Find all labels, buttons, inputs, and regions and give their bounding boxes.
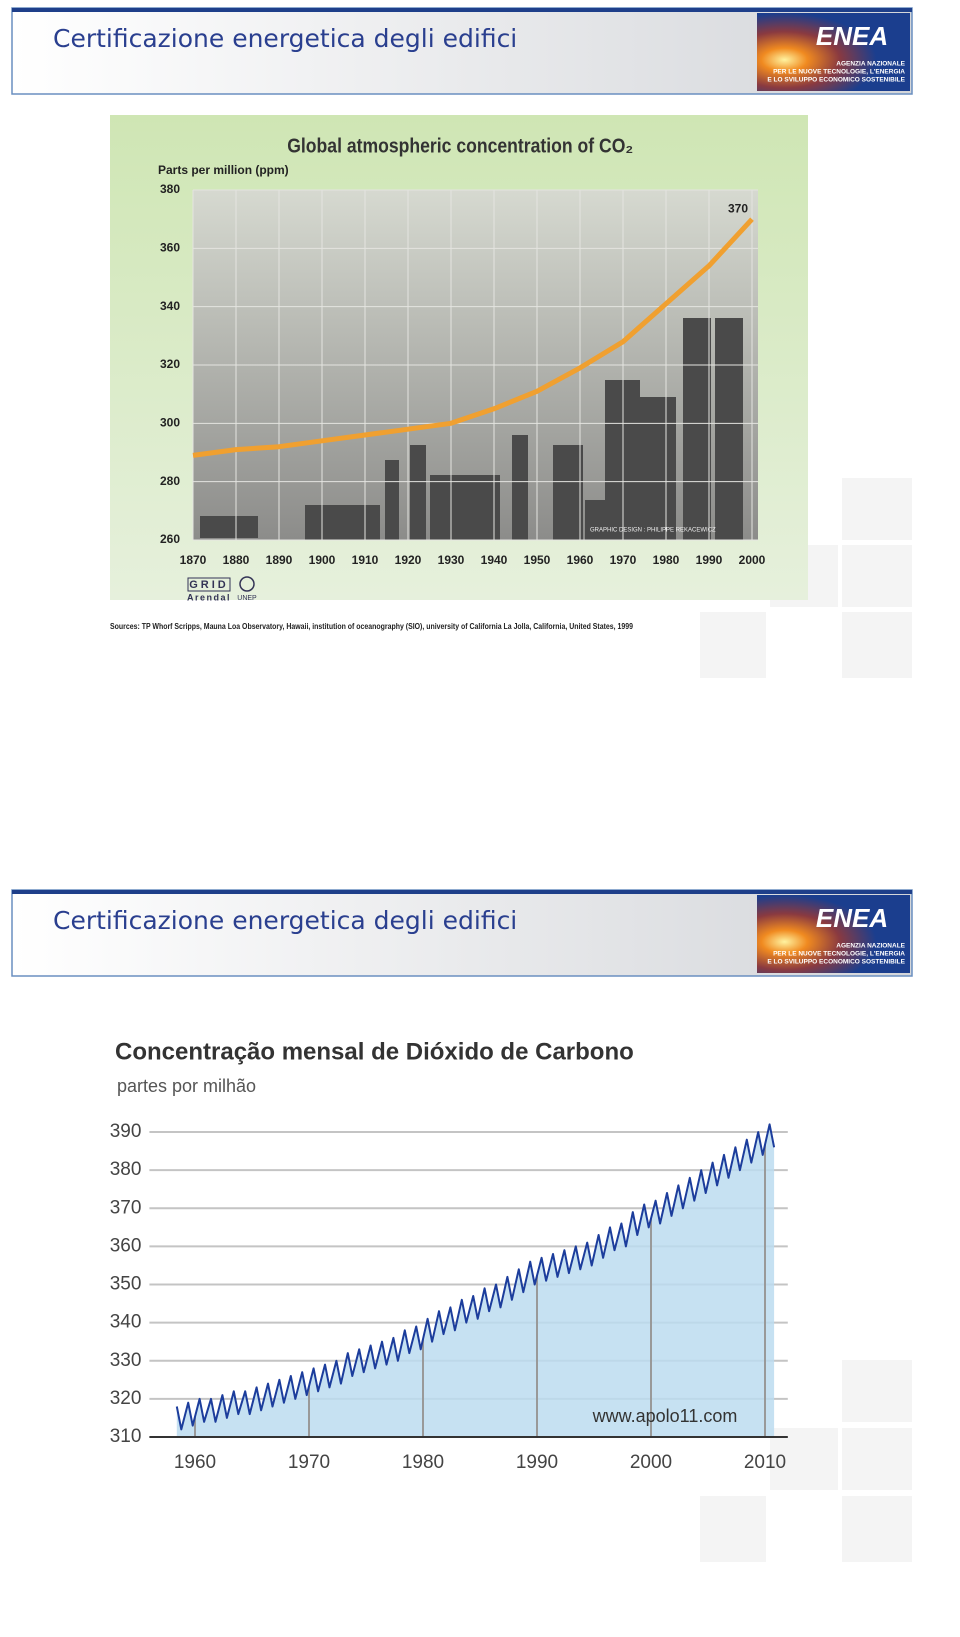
y-tick-label: 390	[110, 1121, 142, 1142]
decor-square	[842, 1428, 912, 1490]
x-tick-label: 1930	[438, 553, 465, 567]
y-tick-label: 300	[160, 416, 180, 430]
header-band	[12, 890, 912, 894]
x-tick-label: 1970	[610, 553, 637, 567]
logo-box	[187, 577, 231, 592]
line	[175, 1123, 776, 1431]
x-tick-label: 1910	[352, 553, 379, 567]
y-tick-label: 320	[110, 1388, 142, 1409]
y-tick-label: 360	[110, 1235, 142, 1256]
x-tick-label: 2000	[739, 553, 766, 567]
logo-name: ENEA	[816, 21, 888, 51]
decor-square	[842, 1360, 912, 1422]
building	[585, 500, 605, 540]
y-axis-label: Parts per million (ppm)	[158, 163, 289, 177]
annotation: www.apolo11.com	[592, 1406, 738, 1426]
decor-square	[842, 545, 912, 607]
logo-line: AGENZIA NAZIONALE	[836, 943, 905, 950]
decor-square	[770, 1428, 838, 1490]
y-axis-label: partes por milhão	[117, 1076, 256, 1096]
source-note: Sources: TP Whorf Scripps, Mauna Loa Obs…	[110, 622, 633, 631]
refinery	[430, 475, 500, 540]
x-tick-label: 1890	[266, 553, 293, 567]
decor-square	[842, 612, 912, 678]
building	[683, 318, 711, 540]
area	[176, 1124, 775, 1437]
chart-title: Global atmospheric concentration of CO₂	[287, 134, 633, 156]
credit: GRAPHIC DESIGN : PHILIPPE REKACEWICZ	[590, 528, 716, 534]
logo-text: GRID	[189, 579, 229, 591]
x-tick-label: 2010	[744, 1452, 786, 1473]
logo-line: E LO SVILUPPO ECONOMICO SOSTENIBILE	[767, 959, 905, 966]
chart: 260 280 300 320 340 360 380 1870 1880 1890 1900 191…	[110, 134, 766, 631]
decor-square	[842, 1496, 912, 1562]
y-tick-label: 360	[160, 241, 180, 255]
building	[715, 318, 743, 540]
city-illustration	[200, 318, 743, 540]
logo-text: Arendal	[187, 592, 231, 602]
x-tick-label: 1980	[653, 553, 680, 567]
y-tick-label: 260	[160, 532, 180, 546]
header-band	[12, 8, 912, 12]
y-tick-label: 280	[160, 474, 180, 488]
chimney	[410, 445, 426, 540]
y-tick-label: 370	[110, 1197, 142, 1218]
y-tick-label: 350	[110, 1274, 142, 1295]
y-tick-label: 320	[160, 357, 180, 371]
y-tick-label: 330	[110, 1350, 142, 1371]
logo-box	[757, 13, 910, 91]
building	[640, 397, 676, 540]
logo-emblem	[239, 576, 255, 592]
data-label: 370	[728, 201, 748, 215]
x-tick-label: 1920	[395, 553, 422, 567]
logo-box	[757, 895, 910, 973]
logo-name: ENEA	[816, 903, 888, 933]
y-tick-label: 340	[160, 299, 180, 313]
x-tick-label: 1950	[524, 553, 551, 567]
x-tick-label: 1900	[309, 553, 336, 567]
chimney	[385, 460, 399, 540]
x-tick-label: 1960	[174, 1452, 216, 1473]
x-tick-label: 1880	[223, 553, 250, 567]
logo-line: AGENZIA NAZIONALE	[836, 61, 905, 68]
x-tick-label: 1990	[696, 553, 723, 567]
y-tick-label: 380	[110, 1159, 142, 1180]
logo-line: PER LE NUOVE TECNOLOGIE, L'ENERGIA	[773, 69, 905, 76]
logo-text: UNEP	[237, 595, 257, 602]
tower	[553, 445, 583, 540]
logo-line: E LO SVILUPPO ECONOMICO SOSTENIBILE	[767, 77, 905, 84]
decor-square	[700, 612, 766, 678]
x-tick-label: 1960	[567, 553, 594, 567]
derrick	[512, 435, 528, 540]
x-tick-label: 1940	[481, 553, 508, 567]
x-tick-label: 1870	[180, 553, 207, 567]
logo-line: PER LE NUOVE TECNOLOGIE, L'ENERGIA	[773, 951, 905, 958]
chart-title: Concentração mensal de Dióxido de Carbon…	[115, 1038, 634, 1065]
x-tick-label: 1970	[288, 1452, 330, 1473]
line	[192, 217, 754, 458]
y-tick-label: 310	[110, 1426, 142, 1447]
chart: 310 320 330 340 350 360 370 380 390 1960 1970 1980 1…	[110, 1038, 788, 1473]
factory	[305, 505, 380, 540]
header-title: Certificazione energetica degli edifici	[53, 906, 517, 935]
decor-square	[700, 1496, 766, 1562]
y-tick-label: 380	[160, 182, 180, 196]
x-tick-label: 1990	[516, 1452, 558, 1473]
x-tick-label: 1980	[402, 1452, 444, 1473]
truck	[200, 516, 258, 538]
decor	[700, 478, 912, 1562]
x-tick-label: 2000	[630, 1452, 672, 1473]
y-tick-label: 340	[110, 1312, 142, 1333]
header-title: Certificazione energetica degli edifici	[53, 24, 517, 53]
decor-square	[842, 478, 912, 540]
